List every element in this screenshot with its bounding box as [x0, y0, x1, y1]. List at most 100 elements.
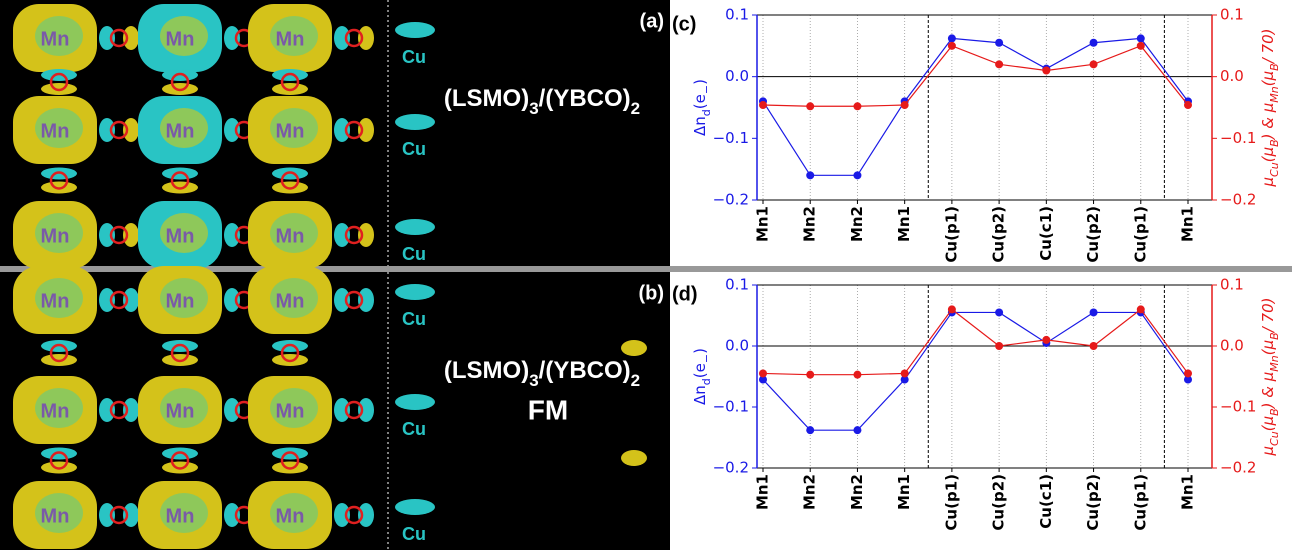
y-axis-label: Δnd(e−)	[691, 348, 713, 405]
atom-label: Mn	[166, 290, 195, 312]
site-marker	[49, 171, 69, 190]
site-marker	[170, 72, 190, 92]
data-point	[806, 102, 815, 111]
atom-label: Mn	[41, 225, 70, 247]
text-part: Δn	[691, 385, 709, 405]
data-point	[1136, 34, 1145, 43]
image-background	[0, 0, 670, 550]
text-part: d	[700, 109, 713, 116]
text-part: 3	[529, 371, 538, 390]
text-part: ) & μ	[1259, 372, 1277, 410]
text-part: / 70)	[1259, 29, 1277, 66]
atom-label: Mn	[41, 28, 70, 50]
isosurface-core	[35, 108, 83, 148]
site-marker	[109, 28, 129, 48]
site-marker	[109, 290, 129, 310]
panel-label: (b)	[638, 282, 664, 304]
data-point	[947, 41, 956, 50]
data-point	[1136, 305, 1145, 314]
x-tick-label: Cu(p1)	[942, 474, 960, 531]
site-marker	[344, 225, 364, 245]
isosurface-core	[35, 388, 83, 428]
x-tick-label: Mn2	[848, 474, 866, 510]
orbital	[224, 26, 240, 50]
site-marker	[170, 343, 190, 363]
orbital	[99, 223, 115, 247]
atom-label: Mn	[276, 290, 305, 312]
site-marker	[280, 343, 300, 363]
orbital	[395, 22, 435, 38]
x-tick-label: Mn1	[1179, 474, 1197, 510]
data-point	[900, 375, 909, 384]
isosurface-core	[160, 108, 208, 148]
plot-area	[757, 285, 1212, 468]
y-tick-label: −0.1	[713, 129, 749, 147]
orbital	[123, 398, 139, 422]
orbital	[99, 26, 115, 50]
y2-tick-label: −0.2	[1220, 191, 1256, 209]
x-tick-label: Mn1	[895, 206, 913, 242]
atom-label: Mn	[166, 28, 195, 50]
atom-label: Cu	[402, 309, 426, 329]
isosurface-core	[270, 493, 318, 533]
atom-label: Mn	[166, 400, 195, 422]
atom-label: Mn	[41, 290, 70, 312]
series-line	[762, 37, 1189, 176]
data-point	[1089, 60, 1098, 69]
y2-axis-label: μCu(μB) & μMn(μB/ 70)	[1259, 29, 1281, 188]
site-marker	[170, 171, 190, 190]
site-marker	[109, 505, 129, 525]
data-point	[995, 308, 1004, 317]
text-part: (e	[691, 94, 709, 109]
text-part: (μ	[1259, 416, 1277, 431]
atom-label: Mn	[276, 505, 305, 527]
orbital	[358, 26, 374, 50]
text-part: (μ	[1259, 147, 1277, 162]
panel-label: (a)	[640, 10, 664, 32]
orbital	[358, 223, 374, 247]
atom-label: Cu	[402, 419, 426, 439]
site-marker	[280, 171, 300, 190]
site-marker	[344, 28, 364, 48]
data-point	[1089, 308, 1098, 317]
y2-tick-label: −0.1	[1220, 398, 1256, 416]
plot-area	[757, 15, 1212, 200]
text-part: Mn	[1268, 355, 1281, 371]
data-point	[759, 375, 767, 384]
x-tick-label: Cu(p1)	[1131, 206, 1149, 263]
orbital	[334, 503, 350, 527]
orbital	[395, 394, 435, 410]
data-point	[1042, 335, 1051, 344]
y-tick-label: 0.0	[725, 337, 749, 355]
panel-label: (d)	[672, 283, 698, 305]
data-point	[759, 101, 767, 110]
orbital	[334, 288, 350, 312]
text-part: μ	[1259, 177, 1277, 188]
data-point	[900, 369, 909, 378]
atom-label: Mn	[166, 120, 195, 142]
x-tick-label: Cu(p2)	[1084, 206, 1102, 263]
text-part: B	[1268, 63, 1281, 71]
orbital	[621, 450, 647, 466]
text-part: (LSMO)	[444, 85, 529, 112]
isosurface-core	[35, 278, 83, 318]
orbital	[334, 223, 350, 247]
data-point	[995, 38, 1004, 47]
text-part: (e	[691, 363, 709, 378]
x-tick-label: Cu(p1)	[1131, 474, 1149, 531]
text-part: ) & μ	[1259, 103, 1277, 141]
text-part: (LSMO)	[444, 357, 529, 384]
data-point	[1184, 375, 1192, 384]
y-tick-label: 0.1	[725, 276, 749, 294]
isosurface-core	[270, 16, 318, 56]
x-tick-label: Cu(p1)	[942, 206, 960, 263]
atom-label: Mn	[166, 225, 195, 247]
formula: (LSMO)3/(YBCO)2	[444, 357, 640, 390]
isosurface-core	[270, 108, 318, 148]
y2-tick-label: 0.0	[1220, 337, 1244, 355]
orbital	[123, 223, 139, 247]
orbital	[334, 398, 350, 422]
x-tick-label: Mn2	[848, 206, 866, 242]
site-marker	[109, 400, 129, 420]
data-point	[853, 102, 862, 111]
